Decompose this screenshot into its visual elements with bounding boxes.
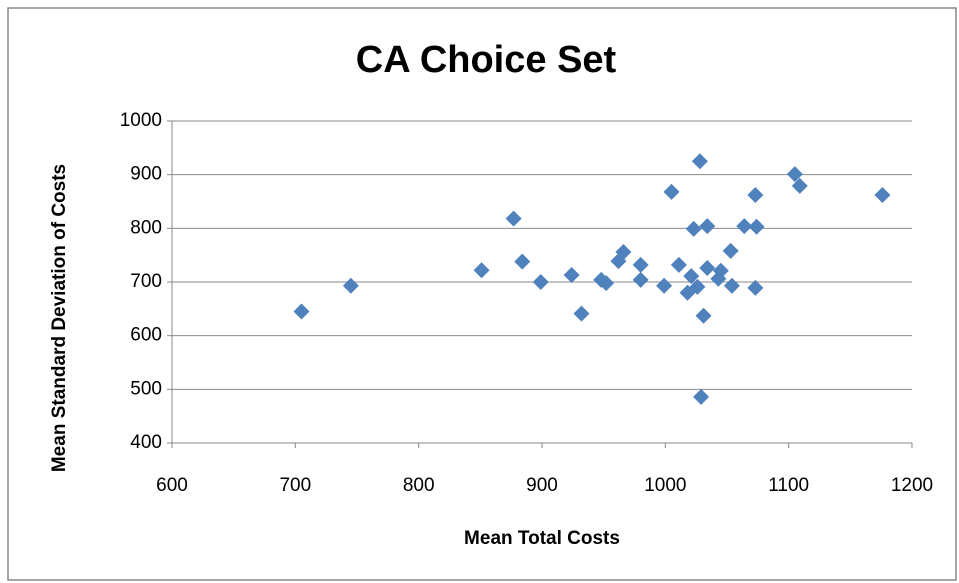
point [685, 220, 702, 237]
point [670, 256, 687, 273]
point [722, 242, 739, 259]
point [693, 388, 710, 405]
point [695, 307, 712, 324]
chart-frame [7, 7, 957, 581]
x-tick-label: 1200 [891, 475, 933, 496]
point [699, 218, 716, 235]
point [505, 210, 522, 227]
point [791, 177, 808, 194]
y-axis-label: Mean Standard Deviation of Costs [49, 164, 70, 472]
y-tick-label: 700 [130, 271, 162, 292]
x-tick-label: 1100 [768, 475, 809, 496]
point [632, 256, 649, 273]
x-tick-label: 600 [156, 475, 188, 496]
y-tick-label: 500 [130, 378, 162, 399]
point [573, 305, 590, 322]
y-tick-label: 1000 [120, 110, 162, 131]
point [689, 278, 706, 295]
point [747, 279, 764, 296]
point [786, 166, 803, 183]
x-tick-label: 1000 [644, 475, 686, 496]
point [747, 187, 764, 204]
point [736, 218, 753, 235]
point [473, 262, 490, 279]
x-tick-label: 700 [279, 475, 311, 496]
point [691, 153, 708, 170]
point [514, 253, 531, 270]
point [342, 277, 359, 294]
point [699, 260, 716, 277]
point [663, 183, 680, 200]
point [598, 275, 615, 292]
point [712, 262, 729, 279]
point [293, 303, 310, 320]
point [723, 277, 740, 294]
point [563, 267, 580, 284]
y-tick-label: 400 [130, 432, 162, 453]
chart-title: CA Choice Set [356, 39, 617, 81]
point [656, 277, 673, 294]
y-tick-label: 900 [130, 164, 162, 185]
y-tick-label: 600 [130, 325, 162, 346]
point [748, 218, 765, 235]
x-tick-label: 800 [403, 475, 435, 496]
point [683, 268, 700, 285]
point [632, 271, 649, 288]
x-axis-label: Mean Total Costs [464, 528, 620, 549]
point [532, 274, 549, 290]
x-tick-label: 900 [526, 475, 558, 496]
point [615, 243, 632, 260]
point [874, 187, 891, 204]
y-tick-label: 800 [130, 217, 162, 238]
